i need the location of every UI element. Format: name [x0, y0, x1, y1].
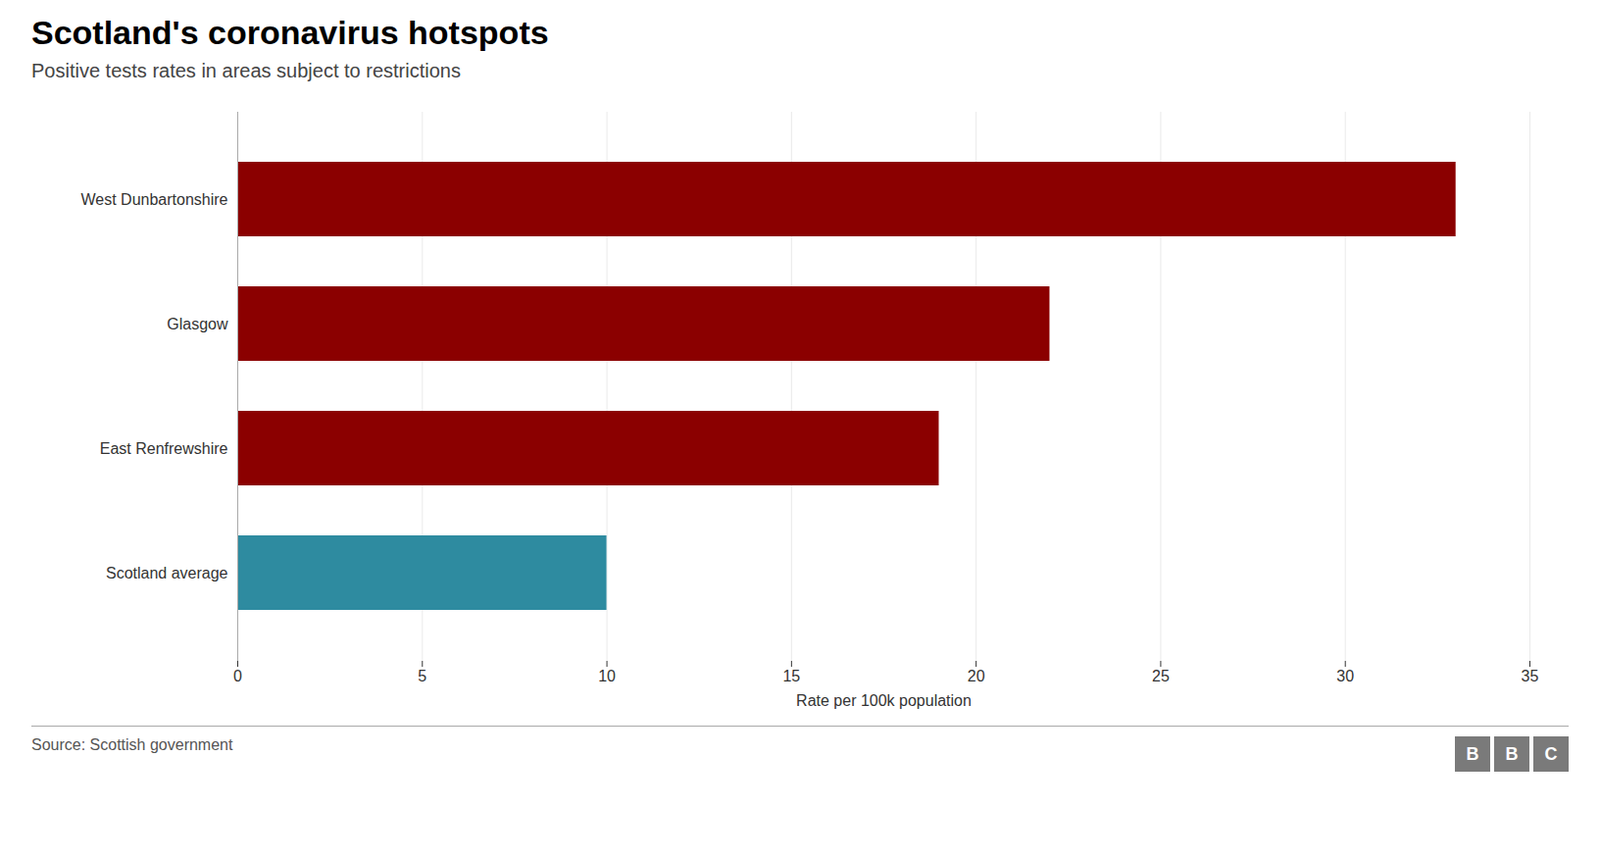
- svg-text:15: 15: [782, 667, 800, 685]
- svg-text:20: 20: [967, 667, 986, 685]
- svg-text:10: 10: [598, 667, 616, 685]
- html-text:B: B: [1505, 744, 1519, 764]
- html-text:Scotland's coronavirus hotspot: Scotland's coronavirus hotspots: [31, 13, 549, 51]
- svg-text:25: 25: [1151, 667, 1170, 685]
- svg-text:East Renfrewshire: East Renfrewshire: [100, 440, 229, 457]
- html-text:C: C: [1544, 744, 1558, 764]
- svg-text:30: 30: [1336, 667, 1354, 685]
- svg-text:West Dunbartonshire: West Dunbartonshire: [81, 191, 229, 208]
- svg-text:Scotland average: Scotland average: [105, 564, 229, 582]
- svg-text:5: 5: [417, 667, 427, 685]
- html-text:Positive tests rates in areas: Positive tests rates in areas subject to…: [31, 59, 461, 82]
- html-text:Source: Scottish government: Source: Scottish government: [31, 736, 233, 753]
- svg-text:35: 35: [1521, 667, 1540, 685]
- svg-text:Rate per 100k population: Rate per 100k population: [796, 692, 972, 709]
- svg-text:Glasgow: Glasgow: [166, 315, 229, 333]
- html-text:B: B: [1466, 744, 1479, 764]
- svg-text:0: 0: [233, 667, 243, 685]
